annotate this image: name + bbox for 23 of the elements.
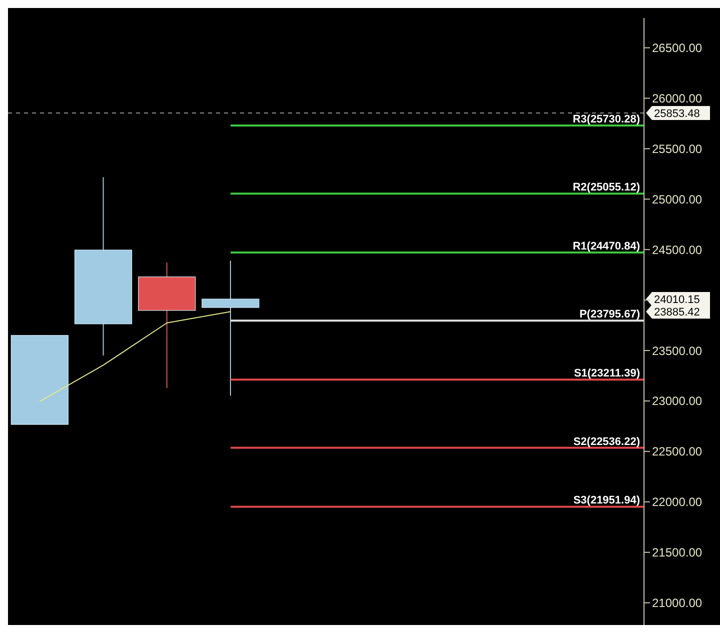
ref-line-label: 25853.48 (654, 108, 700, 120)
y-tick-label: 22000.00 (652, 495, 702, 510)
y-tick-label: 21000.00 (652, 596, 702, 610)
y-tick-label: 24500.00 (652, 242, 702, 257)
ref-line-label: S3(21951.94) (573, 494, 640, 507)
y-tick-label: 25500.00 (652, 142, 702, 156)
ref-line-label: R3(25730.28) (572, 113, 640, 126)
y-tick-label: 25000.00 (652, 192, 702, 206)
ref-line-label: P(23795.67) (579, 308, 640, 321)
text: 24010.15 (654, 294, 700, 306)
y-tick-label: 23000.00 (652, 394, 702, 408)
ref-line-label: S2(22536.22) (573, 436, 640, 448)
y-tick-label: 23500.00 (652, 344, 702, 358)
line-series (39, 311, 232, 402)
y-tick-label: 22500.00 (652, 444, 702, 459)
ref-line-label: R2(25055.12) (572, 182, 640, 194)
text: 23885.42 (654, 306, 700, 319)
y-tick-label: 26500.00 (652, 41, 702, 56)
candlestick (202, 260, 260, 396)
y-tick-label: 26000.00 (652, 91, 702, 106)
ref-line-label: R1(24470.84) (572, 240, 640, 253)
ref-line-label: S1(23211.39) (574, 368, 640, 380)
y-tick-label: 21500.00 (652, 546, 702, 560)
